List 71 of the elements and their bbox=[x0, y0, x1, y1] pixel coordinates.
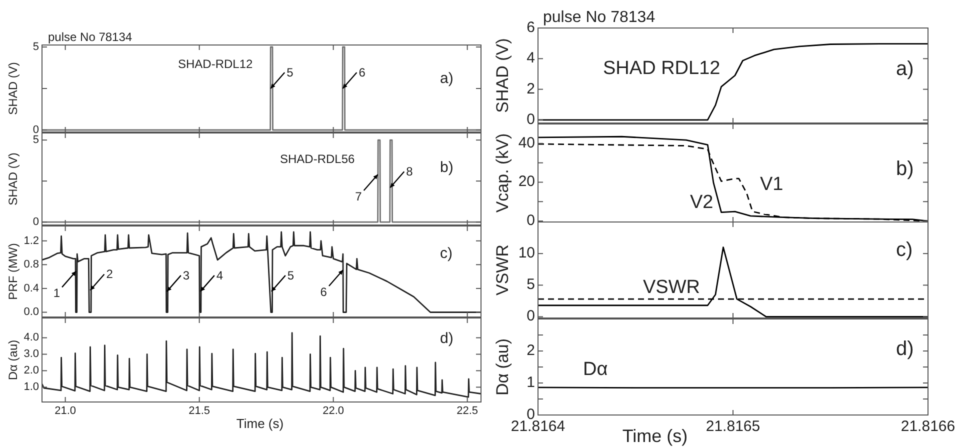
annotation: a) bbox=[896, 58, 914, 80]
y-axis-title: Dα (au) bbox=[6, 340, 20, 380]
x-tick-label: 21.8164 bbox=[510, 418, 566, 435]
y-tick-label: 5 bbox=[32, 40, 39, 53]
annotation: Dα bbox=[583, 359, 608, 380]
y-tick-label: 0 bbox=[32, 216, 39, 228]
line-series bbox=[538, 43, 928, 121]
annotation: c) bbox=[440, 245, 452, 262]
y-tick-label: 1 bbox=[526, 374, 535, 391]
y-tick-label: 2 bbox=[526, 80, 535, 98]
y-tick-label: 4 bbox=[526, 50, 535, 67]
annotation: b) bbox=[440, 159, 454, 176]
annotation: 2 bbox=[106, 267, 114, 282]
annotation: 3 bbox=[182, 268, 190, 282]
annotation: SHAD-RDL56 bbox=[280, 152, 356, 166]
y-axis-title: Vcap. (kV) bbox=[493, 133, 512, 213]
x-tick-label: 22.5 bbox=[456, 405, 478, 417]
annotation: 1 bbox=[53, 286, 60, 300]
x-tick-label: 21.8165 bbox=[706, 418, 760, 435]
x-tick-label: 21.0 bbox=[54, 405, 76, 417]
y-axis-title: VSWR bbox=[493, 244, 512, 296]
y-axis-title: PRF (MW) bbox=[6, 243, 20, 300]
line-series bbox=[42, 332, 481, 398]
y-tick-label: 6 bbox=[526, 18, 535, 36]
annotation: 8 bbox=[406, 164, 414, 179]
y-axis-title: SHAD (V) bbox=[6, 152, 20, 206]
y-tick-label: 0.4 bbox=[24, 282, 39, 294]
line-series bbox=[42, 231, 481, 313]
y-axis-title: SHAD (V) bbox=[6, 62, 20, 115]
y-tick-label: 10 bbox=[518, 244, 535, 262]
x-axis-title: Time (s) bbox=[236, 416, 284, 431]
annotation: d) bbox=[896, 338, 914, 360]
annotation: d) bbox=[440, 330, 454, 347]
annotation: 7 bbox=[355, 189, 362, 204]
y-tick-label: 0.8 bbox=[24, 258, 39, 271]
x-axis-title: Time (s) bbox=[622, 426, 688, 446]
annotation: 6 bbox=[320, 285, 328, 300]
annotation: V2 bbox=[690, 192, 714, 213]
annotation: 5 bbox=[286, 66, 294, 80]
y-tick-label: 0.0 bbox=[24, 306, 39, 318]
y-tick-label: 2.0 bbox=[24, 364, 39, 377]
y-tick-label: 0 bbox=[526, 110, 535, 128]
y-tick-label: 0 bbox=[32, 124, 39, 136]
y-tick-label: 40 bbox=[518, 134, 535, 152]
y-tick-label: 4.0 bbox=[24, 332, 39, 344]
annotation: c) bbox=[896, 239, 913, 261]
y-tick-label: 2 bbox=[526, 342, 535, 359]
annotation: 5 bbox=[287, 268, 294, 282]
y-tick-label: 1.0 bbox=[24, 381, 39, 394]
y-tick-label: 5 bbox=[32, 134, 39, 146]
chart-title: pulse No 78134 bbox=[48, 30, 132, 44]
y-tick-label: 20 bbox=[518, 173, 535, 190]
annotation: SHAD RDL12 bbox=[603, 58, 720, 79]
x-tick-label: 21.8166 bbox=[900, 418, 956, 435]
y-tick-label: 5 bbox=[526, 276, 535, 294]
x-tick-label: 21.5 bbox=[188, 405, 210, 417]
annotation: b) bbox=[896, 158, 914, 180]
y-tick-label: 3.0 bbox=[24, 348, 39, 360]
annotation: SHAD-RDL12 bbox=[178, 57, 254, 71]
chart-title: pulse No 78134 bbox=[543, 9, 656, 26]
annotation: 6 bbox=[358, 66, 366, 80]
annotation: VSWR bbox=[643, 277, 700, 298]
annotation: 4 bbox=[216, 268, 224, 282]
y-tick-label: 1.2 bbox=[24, 234, 39, 247]
y-axis-title: SHAD (V) bbox=[493, 38, 512, 113]
y-tick-label: 0 bbox=[526, 308, 535, 325]
y-tick-label: 0 bbox=[526, 212, 535, 229]
x-tick-label: 22.0 bbox=[322, 405, 344, 417]
annotation: V1 bbox=[760, 174, 784, 195]
annotation: a) bbox=[440, 70, 454, 87]
y-axis-title: Dα (au) bbox=[493, 338, 512, 396]
